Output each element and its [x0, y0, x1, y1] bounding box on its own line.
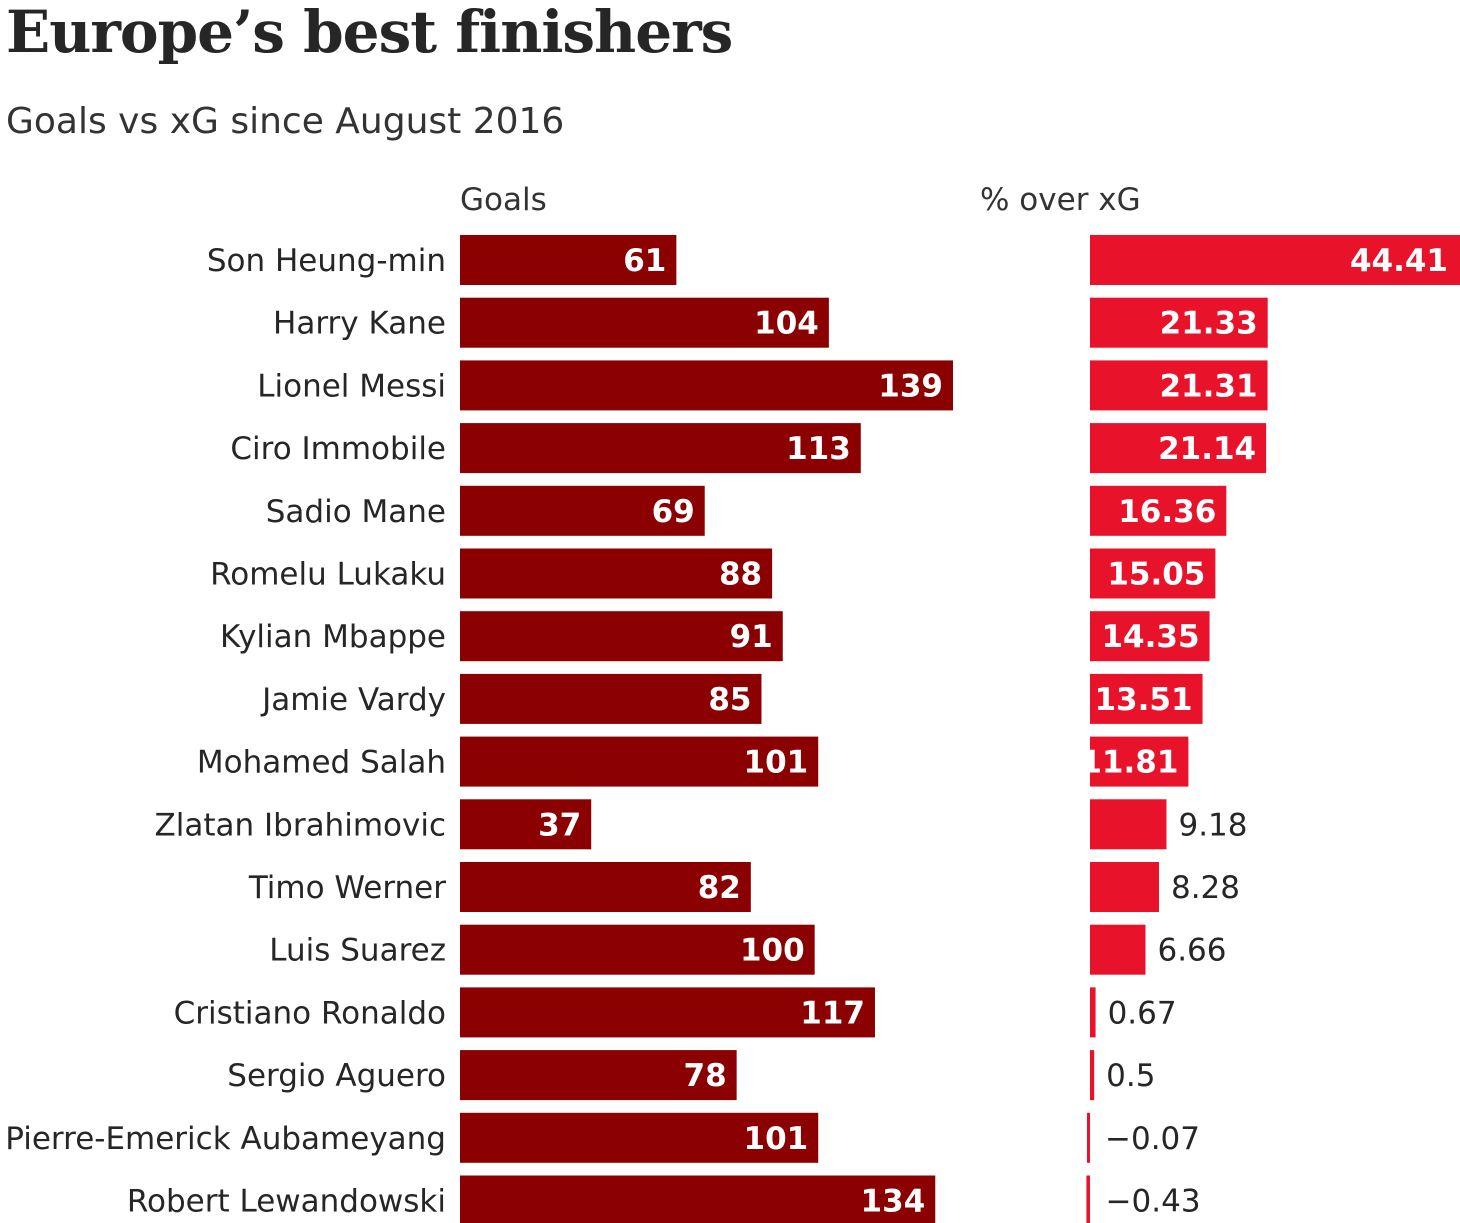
- goals-bar: [460, 1175, 936, 1223]
- goals-bar: [460, 235, 677, 285]
- pct-over-xg-bar: [1090, 673, 1203, 724]
- goals-bar: [460, 485, 705, 536]
- pct-over-xg-value-label: 9.18: [1178, 807, 1247, 843]
- goals-value-label: 139: [878, 368, 943, 404]
- player-name-label: Sergio Aguero: [227, 1058, 446, 1094]
- player-name-label: Kylian Mbappe: [220, 619, 446, 655]
- goals-bar: [460, 611, 783, 662]
- goals-bar: [460, 924, 815, 975]
- goals-bar: [460, 1050, 737, 1101]
- player-name-label: Harry Kane: [273, 306, 446, 342]
- pct-over-xg-value-label: 0.67: [1108, 995, 1177, 1031]
- goals-bar: [460, 799, 592, 850]
- goals-value-label: 85: [708, 682, 751, 718]
- pct-over-xg-bar: [1090, 736, 1189, 787]
- player-name-label: Zlatan Ibrahimovic: [155, 807, 447, 843]
- pct-over-xg-value-label: 8.28: [1171, 870, 1240, 906]
- chart-title: Europe’s best finishers: [6, 0, 733, 66]
- goals-bar: [460, 987, 875, 1038]
- pct-over-xg-bar: [1090, 548, 1216, 599]
- goals-bar: [460, 297, 829, 348]
- goals-bar: [460, 548, 773, 599]
- player-name-label: Mohamed Salah: [197, 745, 446, 781]
- pct-over-xg-bar: [1090, 360, 1268, 411]
- pct-over-xg-column-header: % over xG: [980, 182, 1141, 218]
- goals-bar: [460, 360, 953, 411]
- player-name-label: Ciro Immobile: [230, 431, 446, 467]
- pct-over-xg-bar: [1086, 1175, 1090, 1223]
- goals-value-label: 134: [861, 1184, 926, 1220]
- pct-over-xg-value-label: 11.81: [1080, 745, 1178, 781]
- goals-value-label: 88: [719, 557, 762, 593]
- goals-column-header: Goals: [460, 182, 547, 218]
- pct-over-xg-value-label: 0.5: [1106, 1058, 1155, 1094]
- pct-over-xg-value-label: 21.14: [1158, 431, 1256, 467]
- pct-over-xg-value-label: −0.43: [1106, 1184, 1201, 1220]
- chart-subtitle: Goals vs xG since August 2016: [6, 101, 565, 142]
- pct-over-xg-value-label: 15.05: [1107, 557, 1205, 593]
- player-name-label: Cristiano Ronaldo: [174, 995, 446, 1031]
- player-name-label: Luis Suarez: [269, 933, 446, 969]
- pct-over-xg-bar: [1090, 297, 1268, 348]
- goals-bar: [460, 736, 819, 787]
- pct-over-xg-bar: [1090, 611, 1210, 662]
- pct-over-xg-value-label: 44.41: [1350, 243, 1448, 279]
- pct-over-xg-value-label: 13.51: [1094, 682, 1192, 718]
- goals-value-label: 82: [698, 870, 741, 906]
- player-name-label: Robert Lewandowski: [127, 1184, 446, 1220]
- goals-bar: [460, 1112, 819, 1163]
- pct-over-xg-bar: [1090, 485, 1227, 536]
- player-name-label: Romelu Lukaku: [210, 557, 446, 593]
- pct-over-xg-bar: [1090, 423, 1267, 474]
- player-name-label: Sadio Mane: [266, 494, 446, 530]
- goals-value-label: 69: [652, 494, 695, 530]
- goals-value-label: 78: [684, 1058, 727, 1094]
- goals-bar: [460, 423, 861, 474]
- pct-over-xg-value-label: 6.66: [1157, 933, 1226, 969]
- goals-value-label: 100: [740, 933, 805, 969]
- goals-bar: [460, 673, 762, 724]
- player-name-label: Jamie Vardy: [260, 682, 446, 718]
- goals-value-label: 101: [744, 745, 809, 781]
- pct-over-xg-bar: [1087, 1112, 1090, 1163]
- goals-value-label: 91: [730, 619, 773, 655]
- player-name-label: Timo Werner: [248, 870, 446, 906]
- pct-over-xg-bar: [1090, 987, 1096, 1038]
- pct-over-xg-bar: [1090, 924, 1146, 975]
- pct-over-xg-value-label: 21.33: [1160, 306, 1258, 342]
- pct-over-xg-value-label: 16.36: [1118, 494, 1216, 530]
- pct-over-xg-value-label: 21.31: [1159, 368, 1257, 404]
- goals-bar: [460, 862, 751, 912]
- goals-value-label: 61: [623, 243, 666, 279]
- pct-over-xg-value-label: −0.07: [1105, 1121, 1200, 1157]
- player-name-label: Son Heung-min: [207, 243, 446, 279]
- player-name-label: Lionel Messi: [257, 368, 446, 404]
- player-name-label: Pierre-Emerick Aubameyang: [5, 1121, 446, 1157]
- pct-over-xg-bar: [1090, 862, 1159, 912]
- goals-value-label: 101: [744, 1121, 809, 1157]
- goals-value-label: 113: [786, 431, 851, 467]
- pct-over-xg-bar: [1090, 1050, 1095, 1101]
- pct-over-xg-bar: [1090, 235, 1460, 285]
- chart-rows: Son Heung-min 61 44.41 Harry Kane 104 21.33 Li…: [5, 235, 1460, 1223]
- goals-value-label: 37: [538, 807, 581, 843]
- pct-over-xg-value-label: 14.35: [1101, 619, 1199, 655]
- pct-over-xg-bar: [1090, 799, 1167, 850]
- goals-value-label: 104: [754, 306, 819, 342]
- goals-value-label: 117: [800, 995, 865, 1031]
